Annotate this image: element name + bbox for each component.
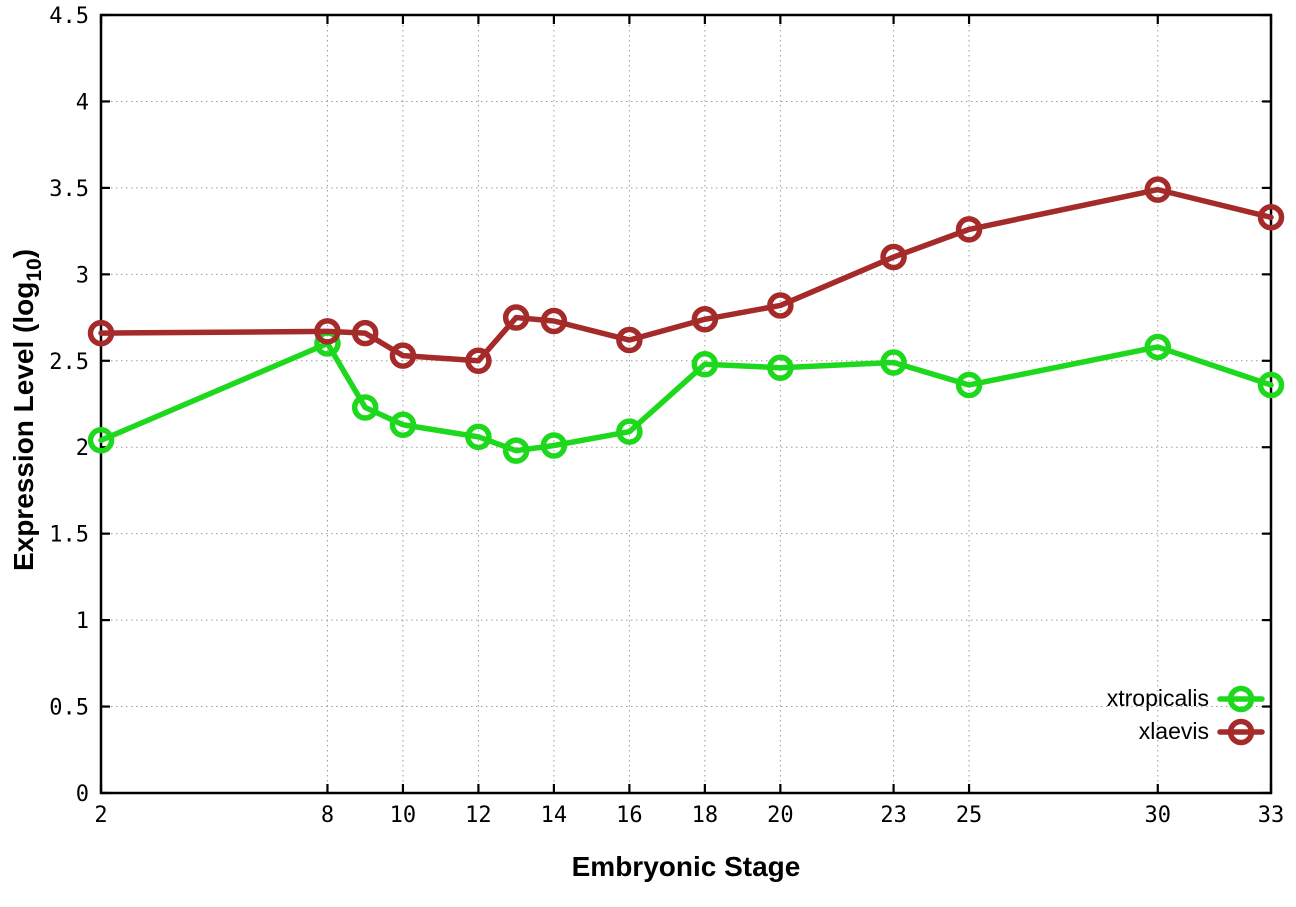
x-tick-label: 12 <box>465 803 492 828</box>
legend-label-xlaevis: xlaevis <box>1139 718 1209 744</box>
y-axis-title-main: Expression Level (log <box>8 282 39 571</box>
data-point-xlaevis <box>691 306 719 333</box>
y-tick-label: 1.5 <box>49 523 89 548</box>
legend-marker-xlaevis <box>1227 718 1255 746</box>
x-tick-label: 25 <box>956 803 983 828</box>
y-tick-label: 3 <box>76 263 89 288</box>
data-point-xtropicalis <box>465 423 492 451</box>
data-point-xlaevis <box>87 319 115 347</box>
x-tick-label: 33 <box>1258 803 1285 828</box>
data-point-xtropicalis <box>87 427 115 454</box>
x-tick-label: 18 <box>692 803 719 828</box>
data-point-xtropicalis <box>351 394 379 421</box>
data-point-xlaevis <box>502 304 530 331</box>
data-point-xtropicalis <box>502 437 530 464</box>
x-tick-label: 8 <box>321 803 334 828</box>
data-point-xlaevis <box>351 319 379 347</box>
x-tick-label: 16 <box>616 803 643 828</box>
data-point-xlaevis <box>540 307 568 335</box>
y-tick-label: 4 <box>76 90 89 115</box>
series-line-xlaevis <box>98 186 1274 364</box>
x-tick-label: 20 <box>767 803 794 828</box>
x-tick-label: 2 <box>94 803 107 828</box>
series-line-xtropicalis <box>98 340 1274 454</box>
data-point-xtropicalis <box>540 432 568 459</box>
data-point-xtropicalis <box>767 354 794 381</box>
x-tick-label: 30 <box>1145 803 1172 828</box>
data-point-xlaevis <box>389 342 417 369</box>
legend-marker-xtropicalis <box>1227 685 1255 713</box>
y-axis-title: Expression Level (log10) <box>8 249 46 571</box>
y-axis-title-close: ) <box>8 249 39 258</box>
y-tick-label: 3.5 <box>49 177 89 202</box>
data-point-xlaevis <box>955 216 983 243</box>
plot-area: 2 8 10 12 14 16 18 20 23 25 30 33 0 0.5 1 1.5 2 2.5 3 3.5 4 4… <box>49 4 1285 828</box>
data-point-xlaevis <box>1144 176 1172 203</box>
data-point-xtropicalis <box>955 371 983 399</box>
data-point-xtropicalis <box>880 349 907 376</box>
data-point-xlaevis <box>767 292 794 319</box>
data-point-xtropicalis <box>1257 371 1285 399</box>
plot-border <box>99 13 1273 795</box>
series-xlaevis <box>87 176 1285 375</box>
data-point-xtropicalis <box>389 411 417 438</box>
y-tick-label: 0.5 <box>49 696 89 721</box>
data-point-xtropicalis <box>691 350 719 378</box>
x-tick-label: 23 <box>880 803 907 828</box>
data-point-xtropicalis <box>616 418 643 445</box>
series-xtropicalis <box>87 330 1285 464</box>
x-axis-title: Embryonic Stage <box>572 851 801 882</box>
x-tick-label: 10 <box>390 803 417 828</box>
y-axis-title-subscript: 10 <box>23 258 46 281</box>
y-tick-label: 0 <box>76 782 89 807</box>
data-point-xlaevis <box>465 347 492 375</box>
legend: xtropicalis xlaevis <box>1107 685 1209 744</box>
legend-label-xtropicalis: xtropicalis <box>1107 685 1209 711</box>
data-point-xlaevis <box>1257 204 1285 231</box>
x-tick-label: 14 <box>541 803 568 828</box>
data-point-xlaevis <box>880 243 907 271</box>
data-point-xlaevis <box>314 318 341 345</box>
y-tick-label: 2 <box>76 436 89 461</box>
y-tick-label: 2.5 <box>49 350 89 375</box>
data-point-xlaevis <box>616 326 643 354</box>
y-tick-label: 1 <box>76 609 89 634</box>
y-tick-label: 4.5 <box>49 4 89 29</box>
data-point-xtropicalis <box>1144 333 1172 361</box>
